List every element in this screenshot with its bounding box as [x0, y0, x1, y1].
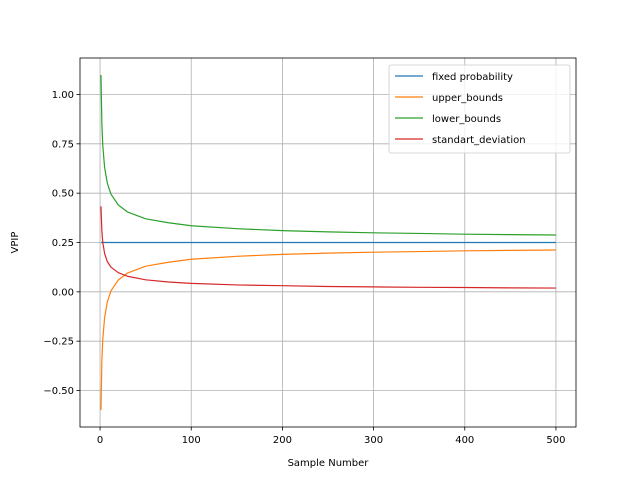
x-tick-label: 100	[182, 435, 201, 446]
legend-label: standart_deviation	[432, 135, 526, 146]
legend-box	[388, 64, 571, 154]
y-tick-label: 1.00	[52, 90, 74, 101]
series-line-standart-deviation	[100, 206, 556, 289]
y-tick-label: 0.50	[52, 189, 74, 200]
legend-label: fixed probability	[432, 72, 513, 83]
y-axis-label: VPIP	[10, 232, 21, 254]
legend: fixed probability upper_bounds lower_bound…	[388, 64, 571, 154]
x-tick-label: 400	[455, 435, 474, 446]
y-tick-label: 0.25	[52, 238, 74, 249]
y-tick-label: −0.25	[43, 337, 74, 348]
x-tick-label: 0	[97, 435, 103, 446]
series-lines	[100, 74, 556, 411]
x-tick-label: 300	[364, 435, 383, 446]
legend-label: lower_bounds	[432, 114, 501, 125]
series-line-lower-bounds	[100, 74, 556, 236]
ticks: 0 100 200 300 400 500 −0.50 −0.25 0.00 0.25 0.50 0.…	[43, 90, 565, 446]
x-tick-label: 200	[273, 435, 292, 446]
y-tick-label: 0.00	[52, 287, 74, 298]
legend-label: upper_bounds	[432, 93, 503, 104]
x-tick-label: 500	[546, 435, 565, 446]
y-tick-label: −0.50	[43, 386, 74, 397]
x-axis-label: Sample Number	[288, 458, 370, 469]
series-line-upper-bounds	[100, 249, 556, 411]
y-tick-label: 0.75	[52, 139, 74, 150]
